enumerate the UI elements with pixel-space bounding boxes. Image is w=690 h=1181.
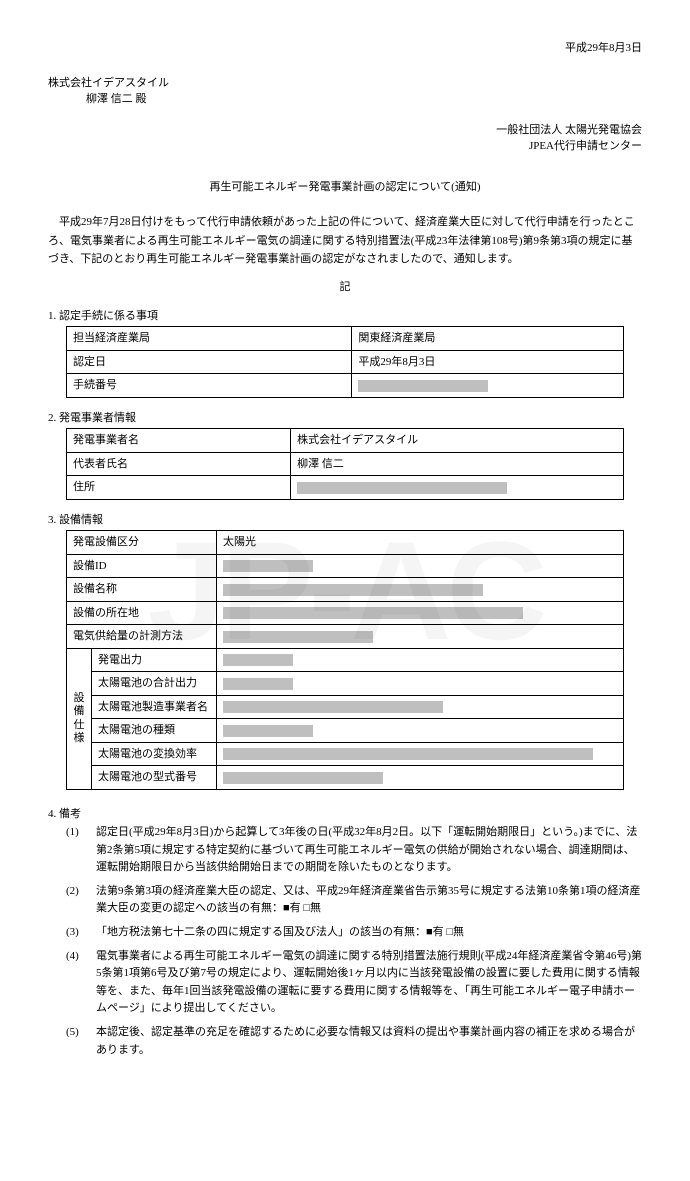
section-3-head: 3. 設備情報 [48, 512, 642, 529]
sender-block: 一般社団法人 太陽光発電協会 JPEA代行申請センター [48, 122, 642, 155]
section-2: 2. 発電事業者情報 発電事業者名 株式会社イデアスタイル 代表者氏名 柳澤 信… [48, 410, 642, 500]
model-value [217, 766, 624, 790]
remark-5: (5)本認定後、認定基準の充足を確認するために必要な情報又は資料の提出や事業計画… [66, 1024, 642, 1059]
procnum-label: 手続番号 [67, 374, 352, 398]
model-label: 太陽電池の型式番号 [92, 766, 217, 790]
eff-value [217, 742, 624, 766]
addressee-person: 柳澤 信二 殿 [48, 91, 642, 108]
fname-label: 設備名称 [67, 578, 217, 602]
table-3: 発電設備区分 太陽光 設備ID 設備名称 設備の所在地 電気供給量の計測方法 設… [66, 530, 624, 790]
maker-label: 太陽電池製造事業者名 [92, 695, 217, 719]
redacted-block [223, 701, 443, 713]
opname-value: 株式会社イデアスタイル [291, 429, 624, 453]
out-value [217, 648, 624, 672]
row-id: 設備ID [67, 554, 624, 578]
body-paragraph: 平成29年7月28日付けをもって代行申請依頼があった上記の件について、経済産業大… [48, 213, 642, 269]
redacted-block [358, 380, 488, 392]
redacted-block [223, 584, 483, 596]
redacted-block [223, 631, 373, 643]
section-3: 3. 設備情報 発電設備区分 太陽光 設備ID 設備名称 設備の所在地 電気供給… [48, 512, 642, 790]
row-rep: 代表者氏名 柳澤 信二 [67, 452, 624, 476]
remark-1: (1)認定日(平成29年8月3日)から起算して3年後の日(平成32年8月2日。以… [66, 824, 642, 877]
row-eff: 太陽電池の変換効率 [67, 742, 624, 766]
row-meter: 電気供給量の計測方法 [67, 625, 624, 649]
sender-center: JPEA代行申請センター [48, 138, 642, 155]
totout-label: 太陽電池の合計出力 [92, 672, 217, 696]
out-label: 発電出力 [92, 648, 217, 672]
row-procnum: 手続番号 [67, 374, 624, 398]
bureau-value: 関東経済産業局 [352, 327, 624, 351]
addressee-block: 株式会社イデアスタイル 柳澤 信二 殿 [48, 75, 642, 108]
loc-value [217, 601, 624, 625]
id-value [217, 554, 624, 578]
checkbox-no: □無 [446, 924, 464, 942]
row-opname: 発電事業者名 株式会社イデアスタイル [67, 429, 624, 453]
section-2-head: 2. 発電事業者情報 [48, 410, 642, 427]
remarks-list: (1)認定日(平成29年8月3日)から起算して3年後の日(平成32年8月2日。以… [48, 824, 642, 1059]
row-fname: 設備名称 [67, 578, 624, 602]
addr-label: 住所 [67, 476, 291, 500]
row-maker: 太陽電池製造事業者名 [67, 695, 624, 719]
redacted-block [297, 482, 507, 494]
eff-label: 太陽電池の変換効率 [92, 742, 217, 766]
row-totout: 太陽電池の合計出力 [67, 672, 624, 696]
addr-value [291, 476, 624, 500]
kind-label: 太陽電池の種類 [92, 719, 217, 743]
meter-value [217, 625, 624, 649]
bureau-label: 担当経済産業局 [67, 327, 352, 351]
totout-value [217, 672, 624, 696]
certdate-value: 平成29年8月3日 [352, 350, 624, 374]
section-1: 1. 認定手続に係る事項 担当経済産業局 関東経済産業局 認定日 平成29年8月… [48, 308, 642, 398]
section-4: 4. 備考 (1)認定日(平成29年8月3日)から起算して3年後の日(平成32年… [48, 806, 642, 1060]
table-1: 担当経済産業局 関東経済産業局 認定日 平成29年8月3日 手続番号 [66, 326, 624, 398]
id-label: 設備ID [67, 554, 217, 578]
kind-value [217, 719, 624, 743]
certdate-label: 認定日 [67, 350, 352, 374]
row-addr: 住所 [67, 476, 624, 500]
redacted-block [223, 654, 293, 666]
redacted-block [223, 560, 313, 572]
row-model: 太陽電池の型式番号 [67, 766, 624, 790]
checkbox-yes: ■有 [426, 924, 444, 942]
addressee-company: 株式会社イデアスタイル [48, 75, 642, 92]
opname-label: 発電事業者名 [67, 429, 291, 453]
ki-marker: 記 [48, 279, 642, 296]
redacted-block [223, 772, 383, 784]
procnum-value [352, 374, 624, 398]
redacted-block [223, 725, 313, 737]
row-out: 設備仕様 発電出力 [67, 648, 624, 672]
loc-label: 設備の所在地 [67, 601, 217, 625]
rep-value: 柳澤 信二 [291, 452, 624, 476]
row-kind: 太陽電池の種類 [67, 719, 624, 743]
section-4-head: 4. 備考 [48, 806, 642, 823]
section-1-head: 1. 認定手続に係る事項 [48, 308, 642, 325]
fname-value [217, 578, 624, 602]
table-2: 発電事業者名 株式会社イデアスタイル 代表者氏名 柳澤 信二 住所 [66, 428, 624, 500]
sender-org: 一般社団法人 太陽光発電協会 [48, 122, 642, 139]
type-value: 太陽光 [217, 531, 624, 555]
redacted-block [223, 607, 523, 619]
issue-date: 平成29年8月3日 [48, 40, 642, 57]
checkbox-yes: ■有 [283, 900, 301, 918]
meter-label: 電気供給量の計測方法 [67, 625, 217, 649]
checkbox-no: □無 [303, 900, 321, 918]
document-title: 再生可能エネルギー発電事業計画の認定について(通知) [48, 179, 642, 196]
redacted-block [223, 748, 593, 760]
maker-value [217, 695, 624, 719]
spec-header: 設備仕様 [67, 648, 92, 789]
row-type: 発電設備区分 太陽光 [67, 531, 624, 555]
remark-2: (2)法第9条第3項の経済産業大臣の認定、又は、平成29年経済産業省告示第35号… [66, 883, 642, 918]
row-bureau: 担当経済産業局 関東経済産業局 [67, 327, 624, 351]
row-certdate: 認定日 平成29年8月3日 [67, 350, 624, 374]
rep-label: 代表者氏名 [67, 452, 291, 476]
type-label: 発電設備区分 [67, 531, 217, 555]
redacted-block [223, 678, 293, 690]
remark-4: (4)電気事業者による再生可能エネルギー電気の調達に関する特別措置法施行規則(平… [66, 948, 642, 1018]
remark-3: (3)「地方税法第七十二条の四に規定する国及び法人」の該当の有無：■有 □無 [66, 924, 642, 942]
row-loc: 設備の所在地 [67, 601, 624, 625]
